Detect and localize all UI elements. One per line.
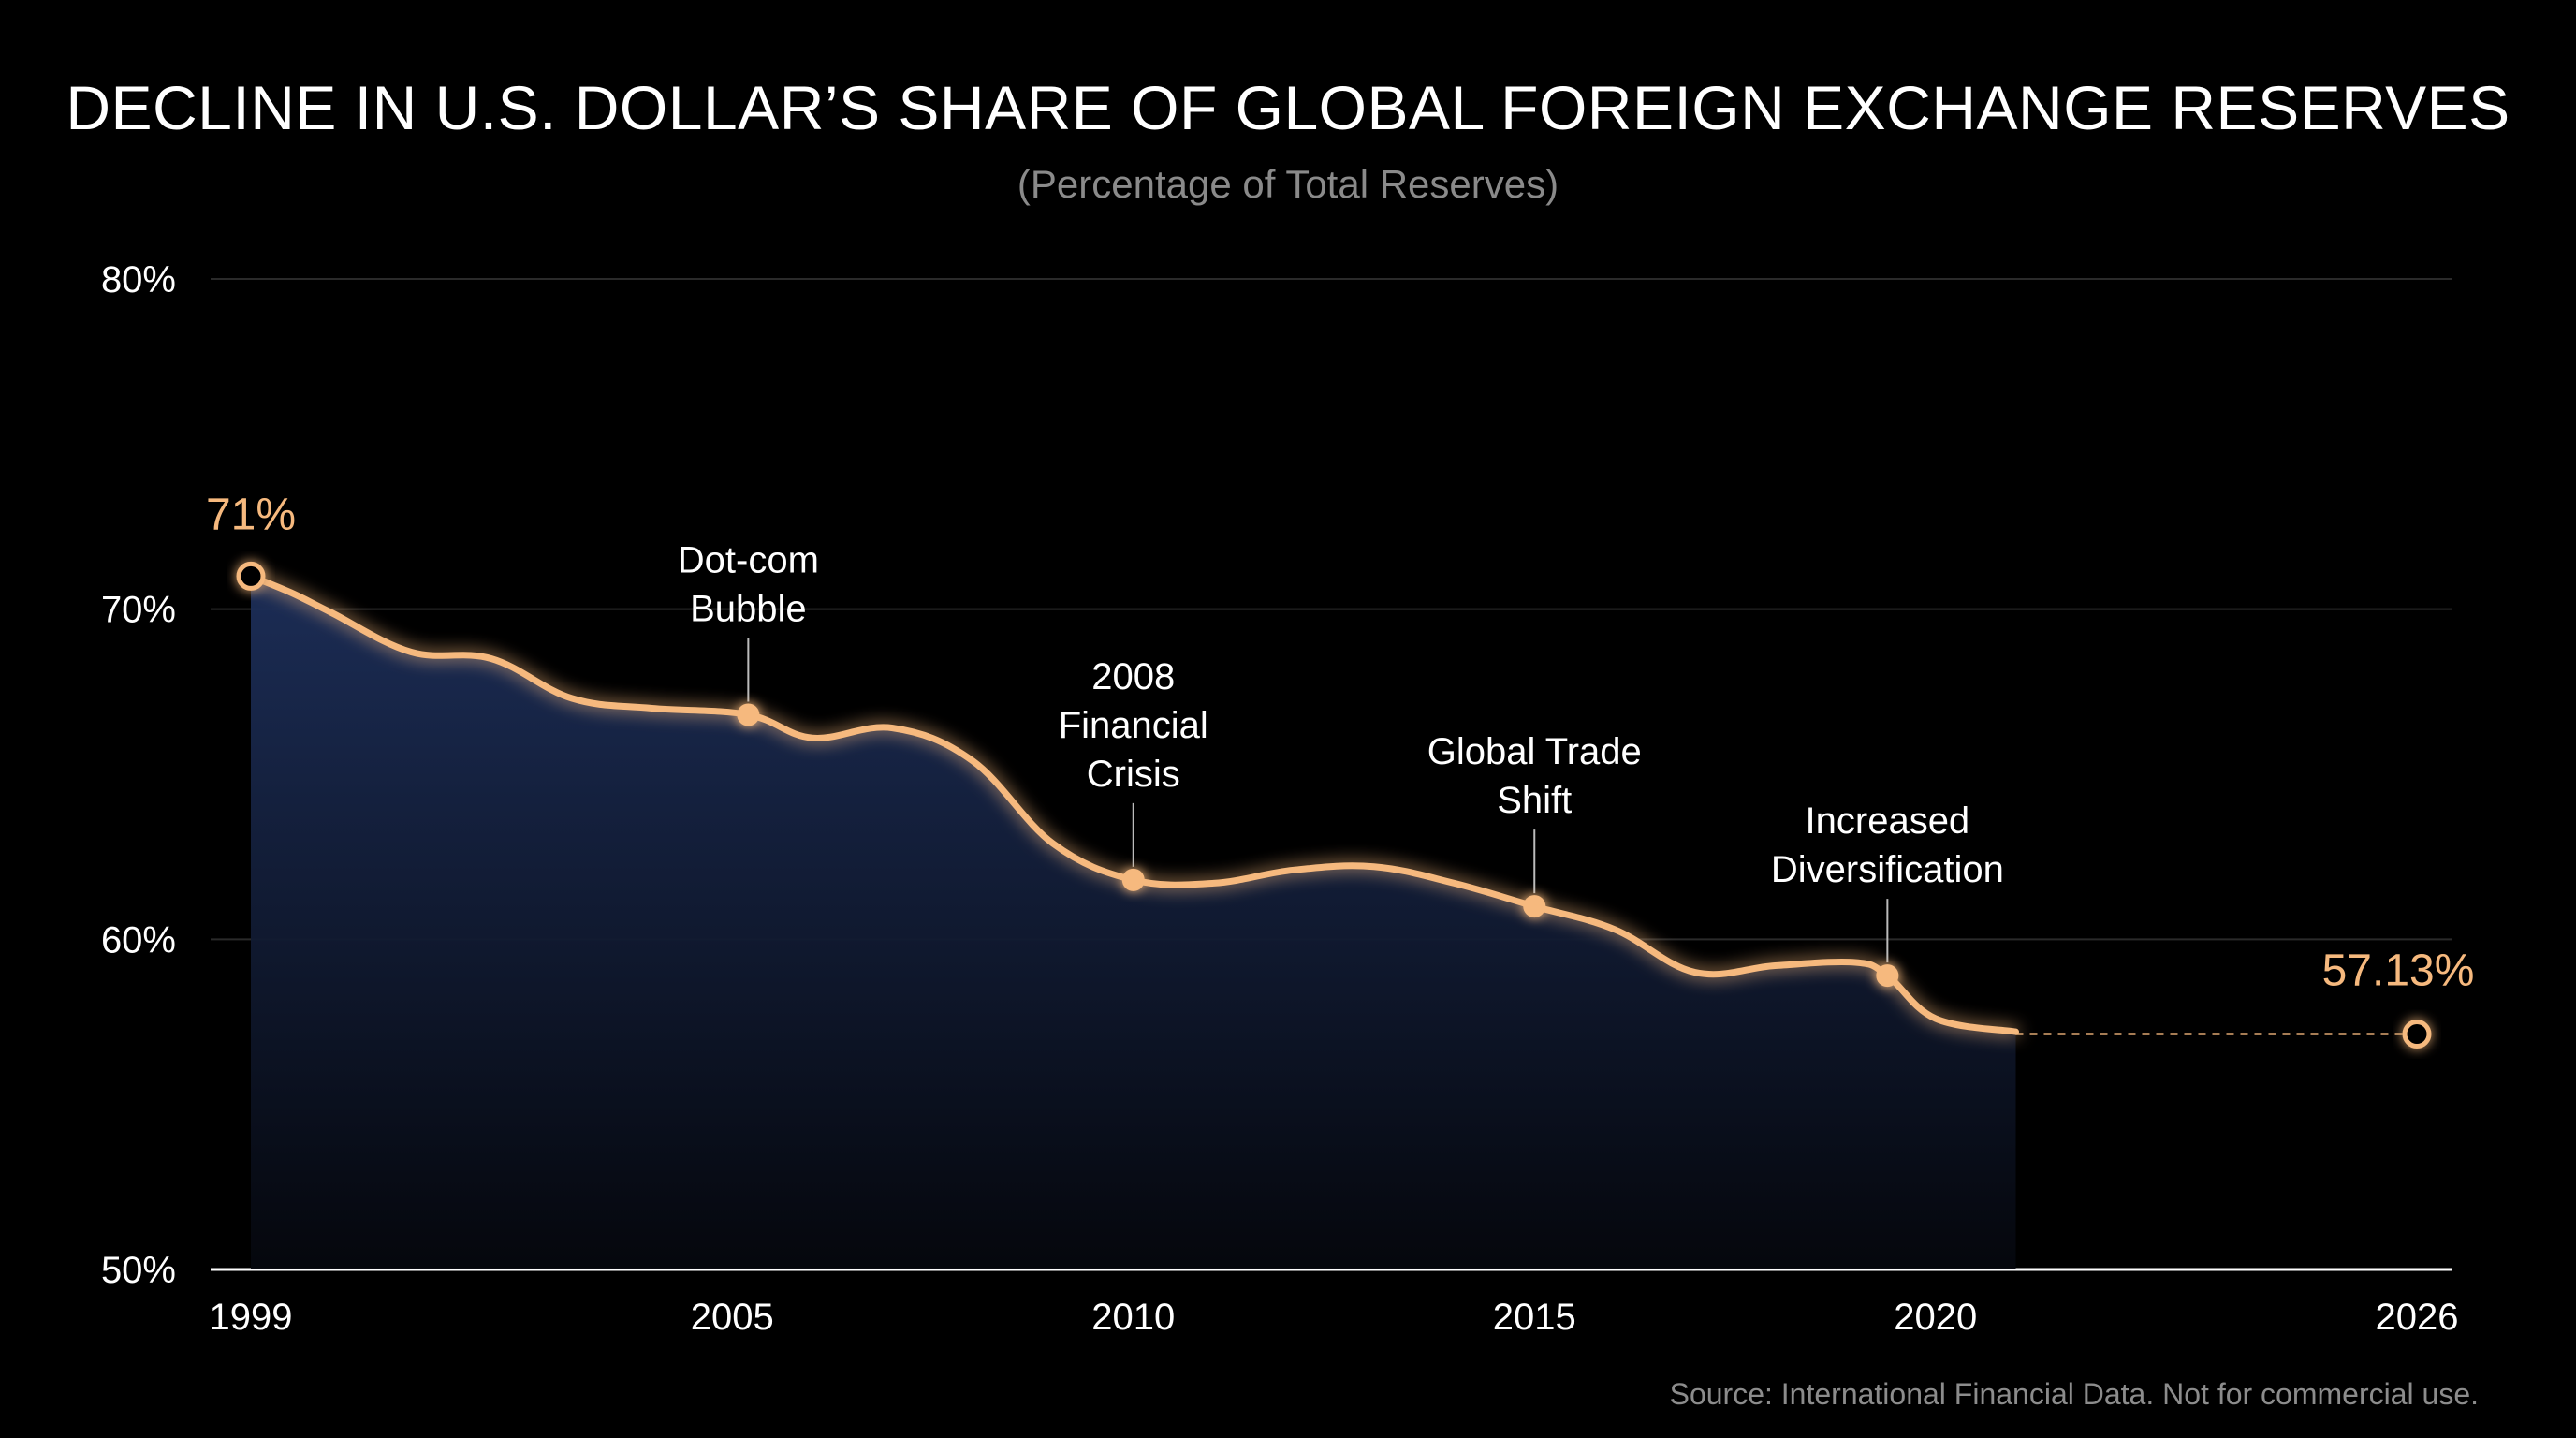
value-label: 71% <box>206 490 296 539</box>
annotation-label: Shift <box>1497 780 1572 821</box>
highlight-point <box>236 561 266 591</box>
y-tick-label: 80% <box>101 259 176 301</box>
y-tick-label: 50% <box>101 1250 176 1291</box>
x-tick-label: 2010 <box>1091 1297 1175 1338</box>
annotation-point <box>1876 964 1899 988</box>
series-area <box>251 576 2016 1269</box>
area-fill-group <box>251 576 2016 1269</box>
x-tick-label: 2026 <box>2376 1297 2459 1338</box>
x-tick-label: 2005 <box>691 1297 774 1338</box>
chart-subtitle: (Percentage of Total Reserves) <box>1017 162 1559 206</box>
y-tick-label: 70% <box>101 590 176 631</box>
y-axis-ticks: 50% 60% 70% 80% <box>101 259 176 1291</box>
x-tick-label: 2020 <box>1894 1297 1977 1338</box>
data-points: 71% 57.13% <box>206 490 2475 1049</box>
annotation-label: 2008 <box>1091 656 1175 697</box>
annotation-label: Crisis <box>1087 754 1180 795</box>
annotation-label: Financial <box>1059 705 1208 746</box>
highlight-point <box>2402 1020 2432 1049</box>
annotation-point <box>1523 895 1546 918</box>
annotations: Dot-com Bubble 2008 Financial Crisis Global T… <box>678 540 2004 963</box>
annotation-label: Global Trade <box>1427 731 1642 772</box>
annotation-label: Increased <box>1806 800 1970 842</box>
annotation-label: Dot-com <box>678 540 819 581</box>
source-note: Source: International Financial Data. No… <box>1670 1377 2479 1411</box>
x-tick-label: 1999 <box>210 1297 293 1338</box>
x-axis-ticks: 1999 2005 2010 2015 2020 2026 <box>210 1297 2459 1338</box>
y-tick-label: 60% <box>101 919 176 961</box>
annotation-label: Diversification <box>1771 849 2004 890</box>
annotation-point <box>737 703 760 726</box>
chart-title: DECLINE IN U.S. DOLLAR’S SHARE OF GLOBAL… <box>66 73 2510 142</box>
value-label: 57.13% <box>2322 946 2475 996</box>
annotation-label: Bubble <box>690 589 807 630</box>
annotation-point <box>1121 868 1145 891</box>
x-tick-label: 2015 <box>1493 1297 1576 1338</box>
